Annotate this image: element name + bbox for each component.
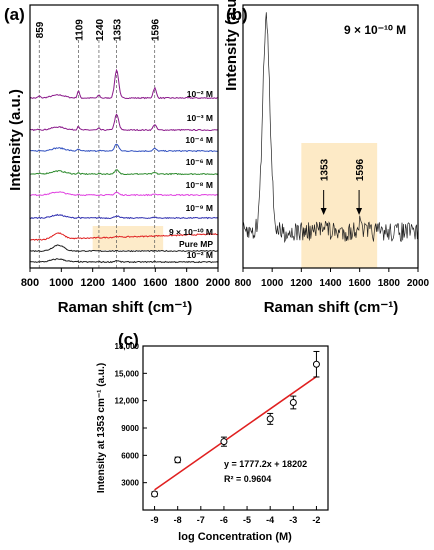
panel-a-series-line <box>29 258 219 264</box>
panel-c-point <box>266 415 274 423</box>
panel-a-series-label: 10⁻⁶ M <box>186 157 213 167</box>
panel-c-letter: (c) <box>118 330 139 349</box>
panel-c-xtick-label: -9 <box>151 515 159 525</box>
panel-c-ytick-label: 15,000 <box>115 369 140 378</box>
panel-c-point <box>151 490 159 498</box>
panel-c-xtick-label: -5 <box>243 515 251 525</box>
panel-b-title: 9 × 10⁻¹⁰ M <box>344 23 406 37</box>
panel-c-xtick-label: -4 <box>266 515 274 525</box>
panel-c-point <box>289 398 297 406</box>
panel-a-series-line <box>29 191 219 197</box>
panel-c-fit-line <box>154 375 317 491</box>
panel-b-xtick-label: 2000 <box>407 278 430 289</box>
panel-c-equation: y = 1777.2x + 18202 <box>224 459 307 469</box>
panel-b-xtick-label: 1000 <box>261 278 284 289</box>
panel-c-ylabel: Intensity at 1353 cm⁻¹ (a.u.) <box>96 363 107 493</box>
panel-b-xtick-label: 1800 <box>378 278 401 289</box>
panel-c-xtick-label: -2 <box>312 515 320 525</box>
panel-b-xtick-label: 1200 <box>290 278 313 289</box>
panel-a-series-label: 10⁻⁸ M <box>186 180 213 190</box>
panel-a-letter: (a) <box>4 5 25 24</box>
panel-b-ylabel: Intensity (a.u.) <box>223 0 240 91</box>
panel-c-ytick-label: 9000 <box>121 424 139 433</box>
panel-b-letter: (b) <box>226 5 248 24</box>
panel-a-series-label: 10⁻² M <box>187 250 213 260</box>
panel-a-ylabel: Intensity (a.u.) <box>7 89 24 191</box>
panel-b-xlabel: Raman shift (cm⁻¹) <box>264 299 399 316</box>
panel-c-frame <box>142 345 329 511</box>
panel-b-xtick-label: 800 <box>235 278 252 289</box>
panel-b: (b) 9 × 10⁻¹⁰ M 1353 1596 800 1000 1200 1400… <box>223 0 430 316</box>
panel-c-ytick-label: 18,000 <box>115 342 140 351</box>
panel-c-point <box>312 360 320 368</box>
panel-b-arrowhead <box>356 208 363 215</box>
panel-a-series-line <box>29 143 219 153</box>
panel-a-peak-label: 859 <box>35 21 46 38</box>
panel-a-series-label: Pure MP <box>179 239 213 249</box>
panel-b-xtick-label: 1600 <box>349 278 372 289</box>
panel-a-xtick-label: 1400 <box>112 277 136 289</box>
panel-a-series-label: 9 × 10⁻¹⁰ M <box>169 227 213 237</box>
panel-b-peak-label: 1596 <box>355 158 366 181</box>
panel-a-xtick-label: 1000 <box>49 277 73 289</box>
panel-c-ytick-label: 6000 <box>121 451 139 460</box>
panel-c-r2: R² = 0.9604 <box>224 474 271 484</box>
panel-a-series-label: 10⁻⁹ M <box>186 203 213 213</box>
panel-b-peak-label: 1353 <box>320 158 331 181</box>
panel-a-xtick-label: 1200 <box>80 277 104 289</box>
panel-a-xtick-label: 1800 <box>174 277 198 289</box>
panel-c-xlabel: log Concentration (M) <box>178 531 292 543</box>
panel-a-xtick-label: 800 <box>21 277 39 289</box>
panel-c-point <box>174 456 182 464</box>
panel-a-xtick-label: 1600 <box>143 277 167 289</box>
panel-c-xtick-label: -6 <box>220 515 228 525</box>
panel-b-xtick-label: 1400 <box>319 278 342 289</box>
panel-c-ytick-label: 12,000 <box>115 397 140 406</box>
panel-a-peak-label: 1109 <box>74 19 85 41</box>
panel-a-series-line <box>30 169 219 176</box>
panel-a-series-label: 10⁻³ M <box>187 113 213 123</box>
panel-a-series-line <box>29 68 219 100</box>
panel-c-point <box>220 438 228 446</box>
panel-a: (a) 859 1109 1240 1353 1596 10⁻² M 10⁻³ M 10⁻⁴… <box>4 4 230 316</box>
panel-c-ytick-label: 3000 <box>121 479 139 488</box>
panel-c-xtick-label: -8 <box>174 515 182 525</box>
panel-b-spectrum <box>242 12 419 244</box>
panel-a-series-label: 10⁻⁴ M <box>185 135 213 145</box>
panel-c-xtick-label: -7 <box>197 515 205 525</box>
panel-a-peak-label: 1596 <box>151 18 162 41</box>
panel-a-xtick-label: 2000 <box>206 277 230 289</box>
panel-b-arrowhead <box>320 208 327 215</box>
panel-a-series-line <box>29 232 219 241</box>
panel-b-highlight <box>301 143 378 268</box>
panel-a-peak-label: 1240 <box>95 18 106 41</box>
panel-a-series-label: 10⁻² M <box>187 89 213 99</box>
panel-c: (c) 3000 6000 9000 12,000 15,000 18,000 -9 -8 -… <box>96 330 329 543</box>
panel-a-series-line <box>30 113 219 132</box>
panel-a-series-line <box>29 213 219 220</box>
panel-a-xlabel: Raman shift (cm⁻¹) <box>58 299 193 316</box>
panel-a-series-line <box>29 244 219 253</box>
panel-a-peak-label: 1353 <box>113 18 124 41</box>
panel-c-xtick-label: -3 <box>289 515 297 525</box>
